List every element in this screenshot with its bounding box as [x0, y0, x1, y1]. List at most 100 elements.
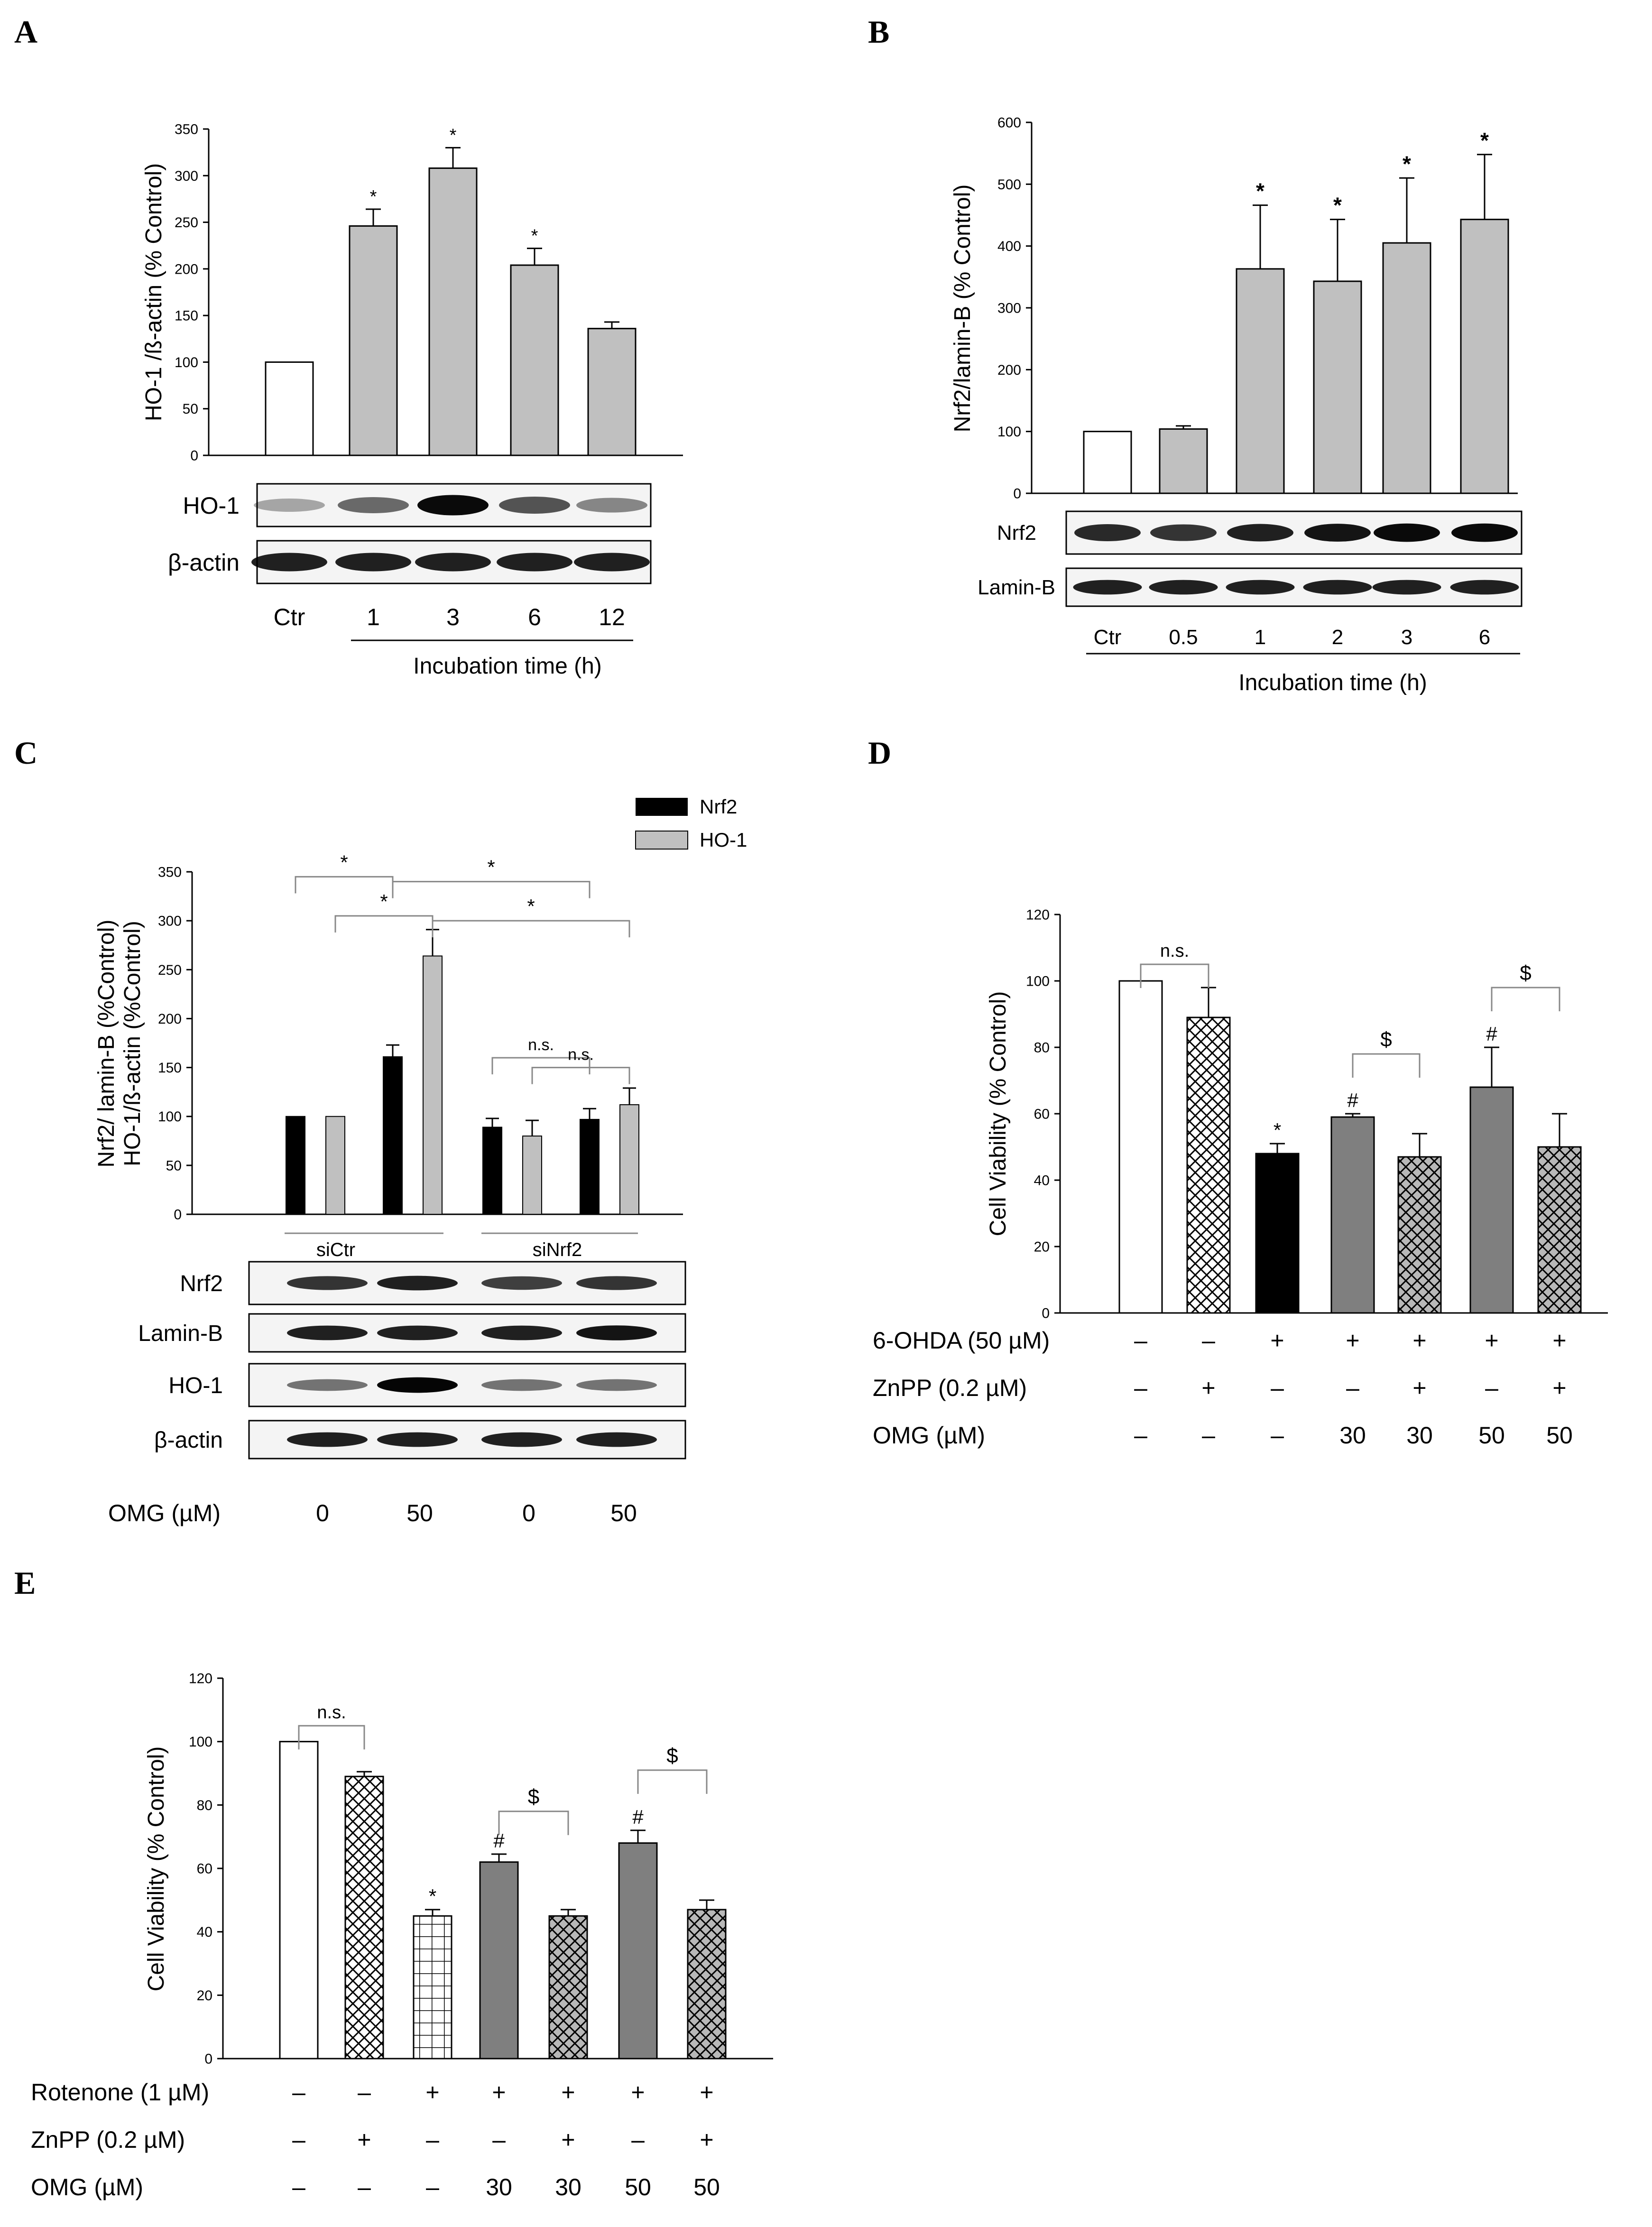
legend-swatch-ho1	[635, 831, 688, 850]
treatment-value: –	[1202, 1422, 1215, 1449]
blot-ho1-band	[377, 1377, 458, 1393]
y-tick-label: 250	[158, 962, 182, 978]
y-tick-label: 0	[204, 2051, 212, 2067]
comparison-bracket	[432, 920, 630, 938]
blot-laminb-band	[481, 1325, 562, 1340]
comparison-bracket	[298, 1725, 365, 1750]
treatment-value: +	[425, 2079, 439, 2106]
x-tick-label: 6	[1479, 626, 1490, 649]
x-tick-label: 1	[367, 604, 380, 630]
bar	[687, 1909, 727, 2060]
y-tick-label: 0	[190, 448, 198, 464]
treatment-value: +	[700, 2126, 713, 2153]
blot-nrf2-band	[1150, 524, 1217, 541]
treatment-value: –	[1202, 1327, 1215, 1354]
treatment-label: ZnPP (0.2 µM)	[873, 1375, 1027, 1401]
bar	[279, 1741, 319, 2060]
y-tick-label: 100	[997, 424, 1021, 440]
bar	[618, 1842, 658, 2060]
y-tick-label: 300	[158, 914, 182, 929]
y-tick-label: 0	[1042, 1306, 1050, 1321]
blot-actin-band	[497, 553, 572, 572]
treatment-value: –	[426, 2174, 439, 2200]
treatment-value: 50	[610, 1500, 637, 1526]
treatment-label: OMG (µM)	[873, 1422, 985, 1449]
y-tick-label: 80	[1034, 1040, 1050, 1056]
bar	[479, 1861, 519, 2060]
blot-actin-band	[335, 553, 411, 572]
comparison-label: *	[527, 895, 535, 917]
y-tick-label: 150	[175, 308, 198, 324]
panel-c-chart: 0 50 100 150 200 250 300 350 * * * * n.s. n.s. Nrf2 HO-…	[138, 795, 747, 1526]
treatment-value: –	[426, 2126, 439, 2153]
treatment-value: 0	[522, 1500, 535, 1526]
x-tick-label: Ctr	[274, 604, 305, 630]
panel-e-chart: 0 20 40 60 80 100 120 Cell Viability (% Control…	[31, 1671, 773, 2200]
bar	[428, 167, 478, 456]
treatment-value: –	[1346, 1375, 1359, 1401]
panel-letter-e: E	[14, 1565, 36, 1601]
blot-nrf2-band	[481, 1276, 562, 1290]
significance-mark: *	[370, 187, 377, 207]
significance-mark: *	[531, 226, 538, 246]
panel-letter-c: C	[14, 735, 37, 771]
treatment-value: +	[1201, 1375, 1215, 1401]
y-tick-label: 250	[175, 215, 198, 231]
bar-ho-1	[325, 1116, 345, 1215]
panel-c-treatment-label: OMG (µM)	[108, 1500, 221, 1526]
comparison-label: *	[380, 890, 388, 913]
y-tick-label: 150	[158, 1060, 182, 1076]
treatment-value: –	[1134, 1327, 1147, 1354]
bar	[344, 1775, 384, 2060]
treatment-value: 30	[1406, 1422, 1433, 1449]
treatment-value: 50	[1478, 1422, 1505, 1449]
y-tick-label: 500	[997, 177, 1021, 193]
panel-c-group-label-sinrf2: siNrf2	[533, 1239, 582, 1260]
comparison-bracket	[491, 1057, 591, 1074]
treatment-value: +	[1552, 1375, 1566, 1401]
blot-label: Nrf2	[997, 521, 1036, 545]
y-tick-label: 200	[158, 1011, 182, 1027]
treatment-value: 50	[693, 2174, 720, 2200]
panel-b-chart: 0 100 200 300 400 500 600 Nrf2/lamin-B (% Contr…	[950, 115, 1523, 655]
blot-nrf2-band	[1304, 524, 1371, 542]
y-tick-label: 350	[175, 122, 198, 138]
bar	[1236, 268, 1285, 494]
y-tick-label: 0	[174, 1207, 182, 1223]
x-tick-label: 2	[1332, 626, 1343, 649]
blot-laminb-band	[377, 1325, 458, 1340]
blot-laminb-band	[576, 1325, 657, 1340]
significance-mark: #	[632, 1806, 644, 1828]
y-axis-label: Cell Viability (% Control)	[986, 991, 1011, 1237]
bar	[265, 361, 314, 456]
significance-mark: *	[429, 1885, 436, 1907]
comparison-bracket	[1352, 1053, 1421, 1078]
treatment-value: 30	[555, 2174, 581, 2200]
y-tick-label: 120	[1026, 907, 1050, 923]
significance-mark: *	[1480, 128, 1489, 153]
blot-actin-band	[251, 553, 327, 572]
blot-nrf2-frame	[1065, 510, 1523, 555]
treatment-value: +	[631, 2079, 645, 2106]
x-tick-label: 1	[1255, 626, 1266, 649]
y-tick-label: 120	[189, 1671, 212, 1687]
comparison-label: n.s.	[317, 1702, 346, 1722]
y-tick-label: 300	[175, 168, 198, 184]
bar	[1118, 980, 1163, 1314]
bar	[1382, 242, 1431, 494]
treatment-value: +	[1412, 1375, 1426, 1401]
bar	[1159, 428, 1208, 494]
treatment-value: +	[1412, 1327, 1426, 1354]
treatment-value: –	[358, 2079, 371, 2106]
treatment-value: –	[1271, 1375, 1284, 1401]
treatment-value: 50	[1546, 1422, 1573, 1449]
bar	[1083, 431, 1132, 494]
y-tick-label: 40	[197, 1924, 212, 1940]
treatment-value: 30	[486, 2174, 512, 2200]
treatment-label: OMG (µM)	[31, 2174, 143, 2200]
treatment-value: 0	[316, 1500, 329, 1526]
bar-nrf2	[286, 1116, 305, 1215]
y-tick-label: 40	[1034, 1173, 1050, 1189]
blot-laminb-band	[1450, 580, 1519, 595]
treatment-value: +	[1346, 1327, 1359, 1354]
